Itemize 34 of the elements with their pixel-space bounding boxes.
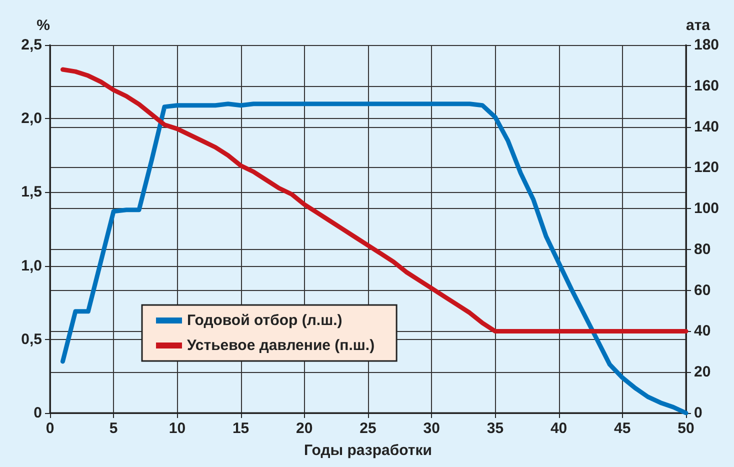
y-tick-label: 2,5 [21, 36, 42, 54]
y-tick-label: 1,5 [21, 184, 42, 201]
y2-tick-label: 60 [694, 282, 711, 299]
y2-tick-label: 100 [694, 200, 720, 218]
y2-tick-label: 40 [694, 322, 711, 340]
y2-tick-label: 80 [694, 240, 711, 258]
y-tick-label: 0,5 [21, 330, 42, 348]
x-tick-label: 40 [550, 420, 568, 437]
x-tick-label: 25 [360, 420, 376, 437]
x-tick-label: 50 [678, 420, 694, 437]
y-axis-title: % [36, 17, 50, 34]
x-tick-label: 0 [46, 420, 54, 437]
x-tick-label: 5 [109, 420, 118, 437]
x-tick-label: 10 [168, 420, 186, 437]
y-tick-label: 2,0 [21, 110, 42, 128]
x-tick-label: 15 [232, 420, 250, 437]
y2-tick-label: 120 [694, 159, 720, 176]
y2-tick-label: 140 [694, 118, 720, 136]
y-tick-label: 0 [34, 404, 42, 422]
x-tick-label: 20 [296, 420, 313, 437]
y2-tick-label: 20 [694, 364, 711, 381]
legend-label: Годовой отбор (л.ш.) [187, 312, 342, 329]
legend-label: Устьевое давление (п.ш.) [187, 337, 375, 354]
line-series [60, 102, 688, 416]
x-axis-title: Годы разработки [304, 442, 432, 459]
y-tick-label: 1,0 [21, 257, 42, 274]
line-series [60, 67, 688, 334]
y2-axis-title: ата [686, 17, 711, 34]
x-tick-label: 35 [486, 420, 504, 437]
x-tick-label: 45 [614, 420, 631, 437]
y2-tick-label: 180 [694, 36, 720, 54]
x-tick-label: 30 [423, 420, 440, 437]
y2-tick-label: 160 [694, 77, 720, 94]
y2-tick-label: 0 [694, 404, 702, 422]
